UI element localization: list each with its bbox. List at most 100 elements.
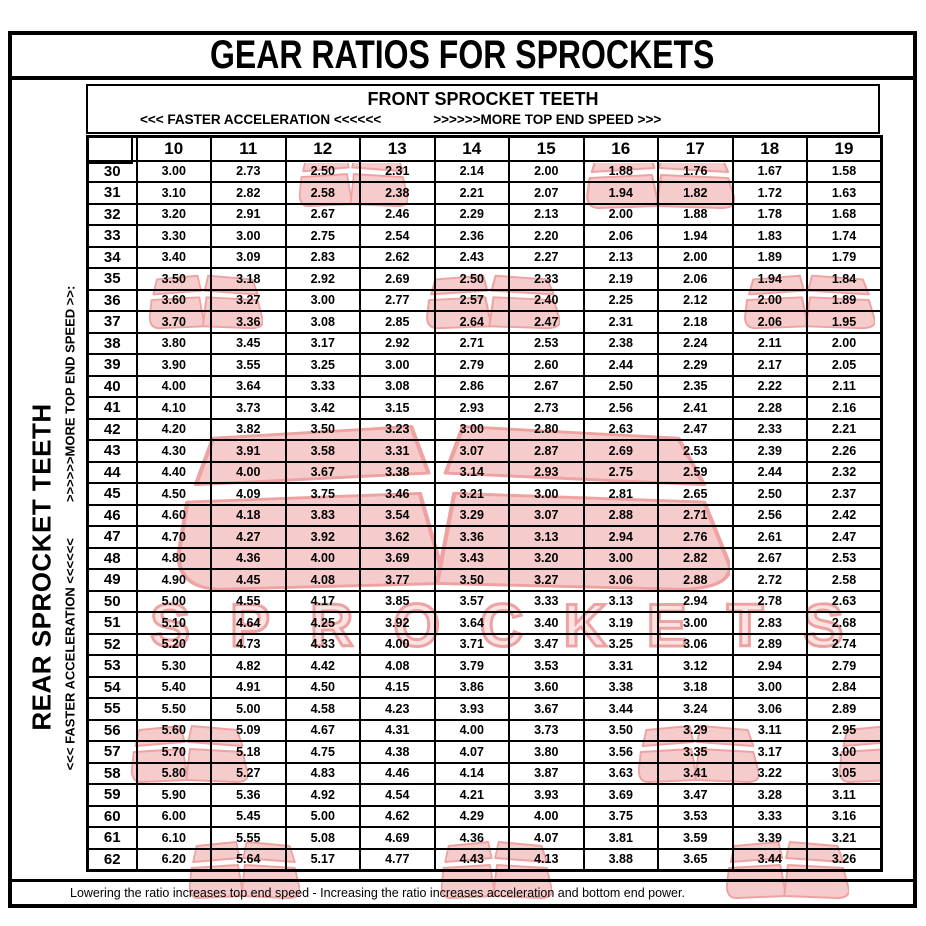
ratio-cell: 2.75 — [284, 224, 361, 248]
ratio-cell: 4.60 — [135, 503, 212, 527]
ratio-cell: 3.06 — [731, 697, 808, 721]
ratio-cell: 3.54 — [359, 503, 436, 527]
ratio-cell: 4.45 — [210, 568, 287, 592]
ratio-cell: 3.55 — [210, 353, 287, 377]
ratio-cell: 5.45 — [210, 804, 287, 828]
rear-teeth-row-header: 33 — [86, 224, 138, 248]
ratio-cell: 2.00 — [582, 202, 659, 226]
table-row: 52 5.20 4.73 4.33 4.00 3.71 3.47 3.25 3.06 2.89 2.… — [86, 632, 883, 656]
ratio-cell: 4.07 — [508, 826, 585, 850]
ratio-cell: 3.23 — [359, 417, 436, 441]
ratio-cell: 2.93 — [508, 460, 585, 484]
ratio-cell: 2.68 — [806, 611, 883, 635]
ratio-cell: 3.83 — [284, 503, 361, 527]
ratio-cell: 3.43 — [433, 546, 510, 570]
ratio-cell: 3.91 — [210, 439, 287, 463]
table-row: 54 5.40 4.91 4.50 4.15 3.86 3.60 3.38 3.18 3.00 2.… — [86, 675, 883, 699]
ratio-cell: 4.29 — [433, 804, 510, 828]
ratio-cell: 4.00 — [284, 546, 361, 570]
ratio-cell: 3.45 — [210, 331, 287, 355]
ratio-cell: 3.06 — [582, 568, 659, 592]
ratio-cell: 2.67 — [508, 374, 585, 398]
ratio-cell: 3.33 — [284, 374, 361, 398]
ratio-cell: 3.25 — [284, 353, 361, 377]
ratio-cell: 2.65 — [657, 482, 734, 506]
ratio-cell: 2.69 — [359, 267, 436, 291]
ratio-cell: 2.89 — [806, 697, 883, 721]
ratio-cell: 3.60 — [135, 288, 212, 312]
front-sprocket-header-box: FRONT SPROCKET TEETH <<< FASTER ACCELERA… — [86, 84, 880, 134]
ratio-cell: 1.84 — [806, 267, 883, 291]
rear-teeth-row-header: 47 — [86, 525, 138, 549]
rear-teeth-row-header: 53 — [86, 654, 138, 678]
ratio-cell: 3.56 — [582, 740, 659, 764]
ratio-cell: 1.79 — [806, 245, 883, 269]
ratio-cell: 6.10 — [135, 826, 212, 850]
ratio-cell: 5.18 — [210, 740, 287, 764]
ratio-cell: 2.50 — [433, 267, 510, 291]
ratio-cell: 2.33 — [731, 417, 808, 441]
table-row: 56 5.60 5.09 4.67 4.31 4.00 3.73 3.50 3.29 3.11 2.… — [86, 718, 883, 742]
ratio-cell: 3.21 — [806, 826, 883, 850]
ratio-cell: 3.44 — [582, 697, 659, 721]
rear-teeth-row-header: 60 — [86, 804, 138, 828]
ratio-cell: 2.89 — [731, 632, 808, 656]
ratio-cell: 2.06 — [731, 310, 808, 334]
ratio-cell: 2.47 — [508, 310, 585, 334]
table-row: 62 6.20 5.64 5.17 4.77 4.43 4.13 3.88 3.65 3.44 3.… — [86, 847, 883, 871]
ratio-cell: 4.00 — [433, 718, 510, 742]
ratio-cell: 2.69 — [582, 439, 659, 463]
rear-teeth-row-header: 50 — [86, 589, 138, 613]
ratio-cell: 2.31 — [582, 310, 659, 334]
ratio-cell: 3.38 — [359, 460, 436, 484]
ratio-cell: 5.00 — [284, 804, 361, 828]
ratio-cell: 2.47 — [657, 417, 734, 441]
ratio-cell: 3.11 — [806, 783, 883, 807]
ratio-cell: 2.58 — [806, 568, 883, 592]
rear-teeth-row-header: 62 — [86, 847, 138, 871]
ratio-cell: 3.93 — [508, 783, 585, 807]
ratio-cell: 5.00 — [135, 589, 212, 613]
rear-teeth-row-header: 32 — [86, 202, 138, 226]
table-row: 34 3.40 3.09 2.83 2.62 2.43 2.27 2.13 2.00 1.89 1.… — [86, 245, 883, 269]
ratio-cell: 2.44 — [582, 353, 659, 377]
ratio-cell: 2.29 — [657, 353, 734, 377]
ratio-cell: 3.00 — [731, 675, 808, 699]
rear-teeth-row-header: 51 — [86, 611, 138, 635]
table-row: 45 4.50 4.09 3.75 3.46 3.21 3.00 2.81 2.65 2.50 2.… — [86, 482, 883, 506]
ratio-cell: 3.18 — [657, 675, 734, 699]
ratio-cell: 2.92 — [359, 331, 436, 355]
ratio-cell: 3.73 — [210, 396, 287, 420]
ratio-cell: 4.64 — [210, 611, 287, 635]
table-row: 51 5.10 4.64 4.25 3.92 3.64 3.40 3.19 3.00 2.83 2.… — [86, 611, 883, 635]
ratio-cell: 3.79 — [433, 654, 510, 678]
ratio-cell: 2.71 — [657, 503, 734, 527]
rear-teeth-row-header: 44 — [86, 460, 138, 484]
table-row: 55 5.50 5.00 4.58 4.23 3.93 3.67 3.44 3.24 3.06 2.… — [86, 697, 883, 721]
ratio-cell: 3.22 — [731, 761, 808, 785]
rear-teeth-row-header: 37 — [86, 310, 138, 334]
ratio-cell: 5.60 — [135, 718, 212, 742]
table-row: 58 5.80 5.27 4.83 4.46 4.14 3.87 3.63 3.41 3.22 3.… — [86, 761, 883, 785]
rear-teeth-row-header: 39 — [86, 353, 138, 377]
front-teeth-col-header: 18 — [731, 135, 808, 162]
ratio-cell: 2.87 — [508, 439, 585, 463]
ratio-cell: 3.39 — [731, 826, 808, 850]
ratio-cell: 1.74 — [806, 224, 883, 248]
ratio-cell: 3.18 — [210, 267, 287, 291]
table-row: 38 3.80 3.45 3.17 2.92 2.71 2.53 2.38 2.24 2.11 2.… — [86, 331, 883, 355]
ratio-cell: 3.38 — [582, 675, 659, 699]
ratio-cell: 5.64 — [210, 847, 287, 871]
ratio-cell: 3.62 — [359, 525, 436, 549]
ratio-cell: 4.00 — [359, 632, 436, 656]
ratio-cell: 4.82 — [210, 654, 287, 678]
ratio-cell: 2.06 — [657, 267, 734, 291]
ratio-cell: 4.25 — [284, 611, 361, 635]
ratio-cell: 4.43 — [433, 847, 510, 871]
ratio-cell: 1.82 — [657, 181, 734, 205]
ratio-cell: 3.29 — [657, 718, 734, 742]
ratio-cell: 3.17 — [731, 740, 808, 764]
ratio-cell: 3.06 — [657, 632, 734, 656]
ratio-cell: 5.10 — [135, 611, 212, 635]
ratio-cell: 5.00 — [210, 697, 287, 721]
